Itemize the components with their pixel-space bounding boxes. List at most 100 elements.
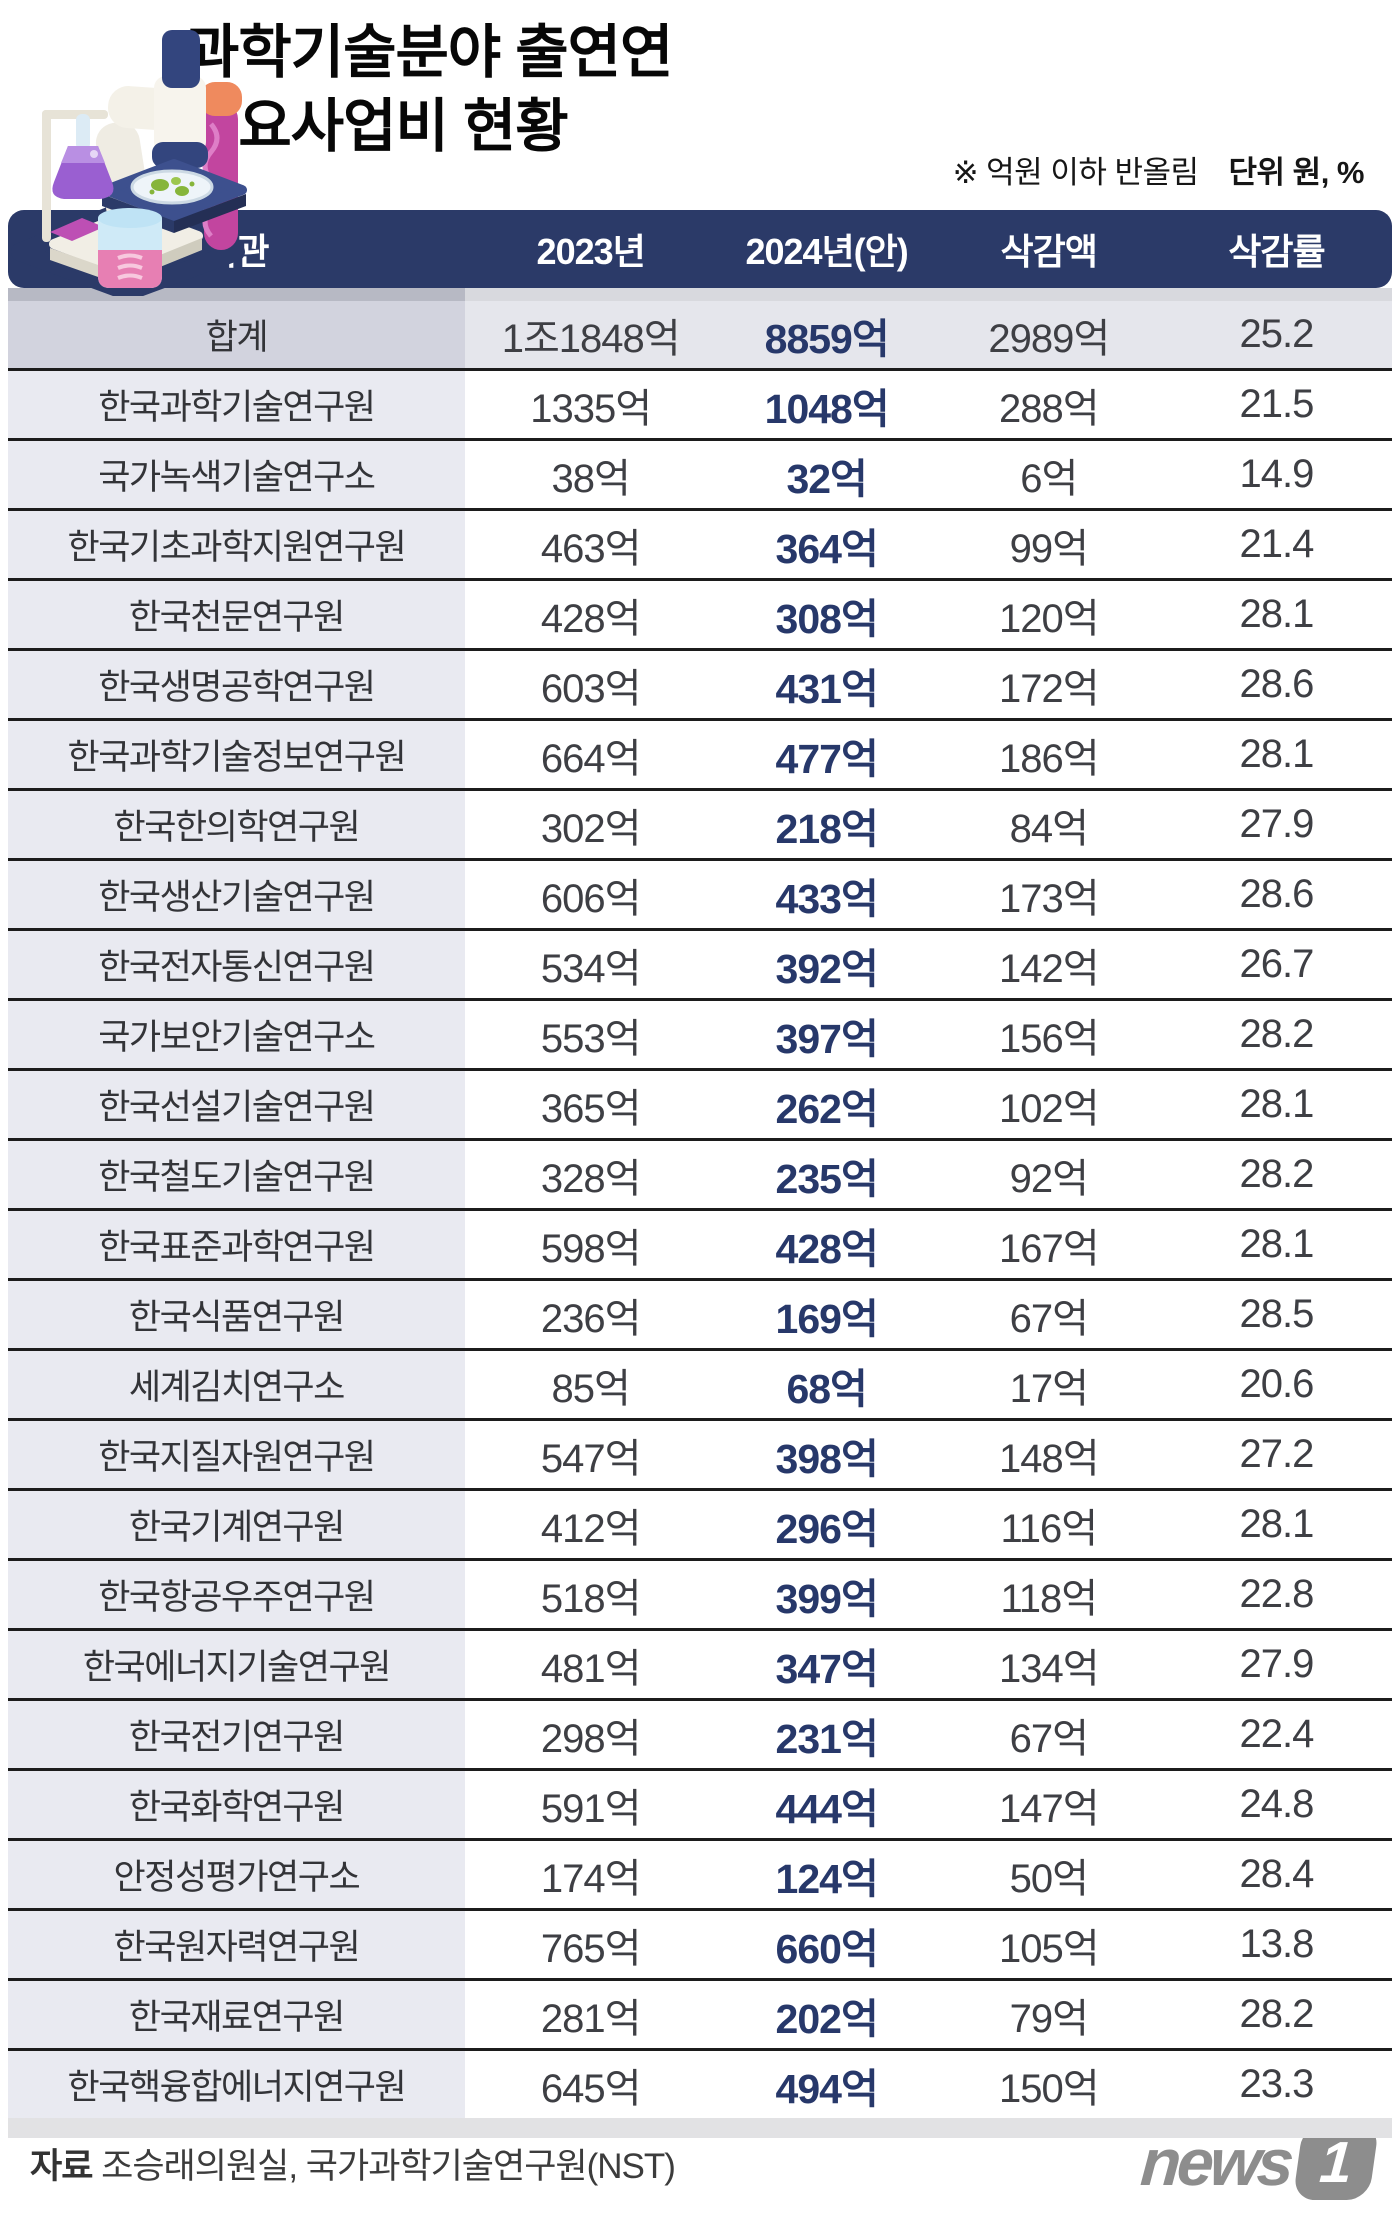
institution-name: 한국화학연구원 — [8, 1771, 465, 1838]
institution-name: 한국생명공학연구원 — [8, 651, 465, 718]
cut-amount: 156억 — [998, 1016, 1100, 1061]
table-row: 한국전자통신연구원 534억 392억 142억 26.7 — [8, 928, 1392, 998]
cut-rate: 28.1 — [1239, 1222, 1314, 1266]
y2024-value: 433억 — [775, 875, 879, 922]
cut-rate: 27.2 — [1239, 1432, 1314, 1476]
cut-rate: 21.4 — [1239, 522, 1314, 566]
y2023-value: 603억 — [540, 666, 642, 711]
cut-rate: 24.8 — [1239, 1782, 1314, 1826]
news1-badge-digit: 1 — [1317, 2129, 1355, 2195]
y2023-value: 664억 — [540, 736, 642, 781]
table-row: 한국기초과학지원연구원 463억 364억 99억 21.4 — [8, 508, 1392, 578]
y2023-value: 365억 — [540, 1086, 642, 1131]
table-row: 한국화학연구원 591억 444억 147억 24.8 — [8, 1768, 1392, 1838]
table-row: 한국원자력연구원 765억 660억 105억 13.8 — [8, 1908, 1392, 1978]
y2023-value: 547억 — [540, 1436, 642, 1481]
cut-rate: 23.3 — [1239, 2062, 1314, 2106]
institution-name: 국가녹색기술연구소 — [8, 441, 465, 508]
y2024-value: 444억 — [775, 1785, 879, 1832]
y2024-value: 68억 — [786, 1365, 867, 1412]
institution-name: 한국항공우주연구원 — [8, 1561, 465, 1628]
table-row: 한국항공우주연구원 518억 399억 118억 22.8 — [8, 1558, 1392, 1628]
y2023-value: 1조1848억 — [501, 316, 681, 361]
table-row-total: 합계 1조1848억 8859억 2989억 25.2 — [8, 301, 1392, 368]
institution-name: 한국기계연구원 — [8, 1491, 465, 1558]
institution-name: 한국지질자원연구원 — [8, 1421, 465, 1488]
institution-name: 한국선설기술연구원 — [8, 1071, 465, 1138]
cut-amount: 2989억 — [988, 316, 1110, 361]
cut-rate: 20.6 — [1239, 1362, 1314, 1406]
y2023-value: 412억 — [540, 1506, 642, 1551]
cut-rate: 28.2 — [1239, 1152, 1314, 1196]
y2023-value: 85억 — [551, 1366, 631, 1411]
y2023-value: 518억 — [540, 1576, 642, 1621]
source-text: 조승래의원실, 국가과학기술연구원(NST) — [101, 2147, 676, 2186]
table-row: 한국식품연구원 236억 169억 67억 28.5 — [8, 1278, 1392, 1348]
table-row: 한국에너지기술연구원 481억 347억 134억 27.9 — [8, 1628, 1392, 1698]
unit-note: 단위 원, % — [1228, 155, 1365, 190]
cut-amount: 150억 — [998, 2066, 1100, 2111]
source-credit: 자료 조승래의원실, 국가과학기술연구원(NST) — [30, 2138, 676, 2189]
y2024-value: 308억 — [775, 595, 879, 642]
table-row: 한국핵융합에너지연구원 645억 494억 150억 23.3 — [8, 2048, 1392, 2118]
table-row: 한국생산기술연구원 606억 433억 173억 28.6 — [8, 858, 1392, 928]
y2024-value: 431억 — [775, 665, 879, 712]
y2024-value: 169억 — [775, 1295, 879, 1342]
column-header-3: 삭감액 — [1000, 231, 1098, 272]
institution-name: 한국과학기술연구원 — [8, 371, 465, 438]
y2023-value: 606억 — [540, 876, 642, 921]
table-row: 한국과학기술정보연구원 664억 477억 186억 28.1 — [8, 718, 1392, 788]
cut-rate: 26.7 — [1239, 942, 1314, 986]
y2024-value: 399억 — [775, 1575, 879, 1622]
y2024-value: 397억 — [775, 1015, 879, 1062]
cut-amount: 67억 — [1009, 1296, 1089, 1341]
y2023-value: 645억 — [540, 2066, 642, 2111]
y2024-value: 202억 — [775, 1995, 879, 2042]
cut-amount: 288억 — [998, 386, 1100, 431]
y2024-value: 231억 — [775, 1715, 879, 1762]
cut-amount: 102억 — [998, 1086, 1100, 1131]
institution-name: 한국에너지기술연구원 — [8, 1631, 465, 1698]
table-row: 한국선설기술연구원 365억 262억 102억 28.1 — [8, 1068, 1392, 1138]
cut-rate: 28.1 — [1239, 1082, 1314, 1126]
cut-rate: 21.5 — [1239, 382, 1314, 426]
table-row: 국가녹색기술연구소 38억 32억 6억 14.9 — [8, 438, 1392, 508]
y2024-value: 660억 — [775, 1925, 879, 1972]
cut-rate: 28.4 — [1239, 1852, 1314, 1896]
cut-rate: 13.8 — [1239, 1922, 1314, 1966]
y2024-value: 235억 — [775, 1155, 879, 1202]
y2024-value: 124억 — [775, 1855, 879, 1902]
cut-rate: 28.1 — [1239, 592, 1314, 636]
cut-amount: 17억 — [1009, 1366, 1089, 1411]
table-bottom-strip — [8, 2118, 1392, 2138]
institution-name: 한국한의학연구원 — [8, 791, 465, 858]
institution-name: 한국전기연구원 — [8, 1701, 465, 1768]
table-body: 합계 1조1848억 8859억 2989억 25.2 한국과학기술연구원 1335억 104… — [8, 301, 1392, 2118]
table-row: 한국표준과학연구원 598억 428억 167억 28.1 — [8, 1208, 1392, 1278]
institution-name: 세계김치연구소 — [8, 1351, 465, 1418]
y2023-value: 463억 — [540, 526, 642, 571]
cut-amount: 105억 — [998, 1926, 1100, 1971]
y2024-value: 1048억 — [764, 385, 890, 432]
cut-amount: 6억 — [1020, 456, 1078, 501]
cut-amount: 173억 — [998, 876, 1100, 921]
y2023-value: 1335억 — [530, 386, 652, 431]
table-row: 한국철도기술연구원 328억 235억 92억 28.2 — [8, 1138, 1392, 1208]
y2024-value: 364억 — [775, 525, 879, 572]
cut-rate: 14.9 — [1239, 452, 1314, 496]
institution-name: 한국생산기술연구원 — [8, 861, 465, 928]
table-top-strip-right — [464, 288, 1392, 301]
table-row: 안정성평가연구소 174억 124억 50억 28.4 — [8, 1838, 1392, 1908]
cut-amount: 120억 — [998, 596, 1100, 641]
cut-amount: 172억 — [998, 666, 1100, 711]
y2023-value: 302억 — [540, 806, 642, 851]
institution-name: 한국과학기술정보연구원 — [8, 721, 465, 788]
table-row: 한국생명공학연구원 603억 431억 172억 28.6 — [8, 648, 1392, 718]
cut-amount: 67억 — [1009, 1716, 1089, 1761]
institution-name: 국가보안기술연구소 — [8, 1001, 465, 1068]
y2023-value: 428억 — [540, 596, 642, 641]
y2023-value: 534억 — [540, 946, 642, 991]
table-row: 한국재료연구원 281억 202억 79억 28.2 — [8, 1978, 1392, 2048]
